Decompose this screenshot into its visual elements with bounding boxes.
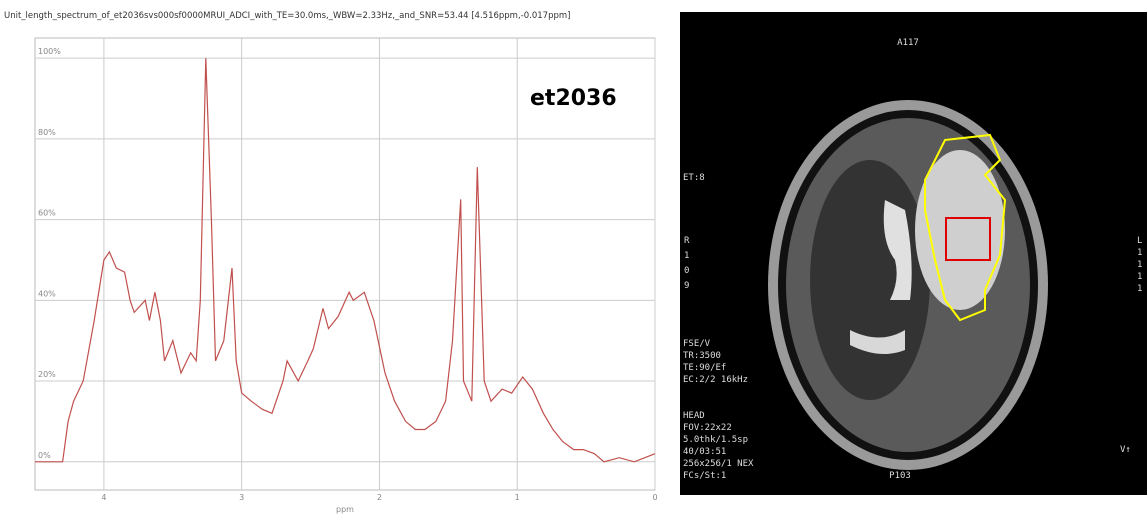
annotation: et2036 [530, 86, 617, 111]
x-tick-label: 3 [239, 493, 244, 502]
y-tick-label: 0% [38, 451, 51, 460]
y-tick-label: 60% [38, 209, 56, 218]
mri-label: V↑ [1120, 445, 1131, 455]
mri-image [680, 12, 1147, 495]
x-tick-label: 0 [652, 493, 657, 502]
y-tick-label: 20% [38, 370, 56, 379]
mri-label: ET:8 [683, 173, 705, 183]
mri-labels: A117 P103 ET:8 R 1 0 9 FSE/V TR:3500 TE:90/Ef EC:2… [683, 38, 1142, 481]
plot-frame [34, 37, 656, 491]
mri-label: 1 [1137, 284, 1142, 294]
mri-label: FCs/St:1 [683, 471, 726, 481]
mri-label: 1 [1137, 260, 1142, 270]
mri-label: 9 [684, 281, 689, 291]
spectrum-line [35, 58, 656, 463]
mri-label: FSE/V [683, 339, 711, 349]
mri-label: A117 [897, 38, 919, 48]
x-tick-label: 4 [101, 493, 106, 502]
mri-label: L [1137, 236, 1142, 246]
mri-label: FOV:22x22 [683, 423, 732, 433]
mri-label: 40/03:51 [683, 447, 726, 457]
mri-label: 256x256/1 NEX [683, 459, 754, 469]
chart-title: Unit_length_spectrum_of_et2036svs000sf00… [4, 11, 570, 21]
x-tick-label: 1 [515, 493, 520, 502]
mri-label: HEAD [683, 411, 705, 421]
x-tick-label: 2 [377, 493, 382, 502]
mri-label: EC:2/2 16kHz [683, 375, 748, 385]
mri-label: 1 [684, 251, 689, 261]
mri-label: 1 [1137, 248, 1142, 258]
x-axis-label: ppm [336, 505, 354, 514]
y-tick-label: 40% [38, 289, 56, 298]
mri-label: 1 [1137, 272, 1142, 282]
mri-label: 0 [684, 266, 689, 276]
mri-label: TR:3500 [683, 351, 721, 361]
mri-label: R [684, 236, 690, 246]
y-tick-label: 80% [38, 128, 56, 137]
mri-label: TE:90/Ef [683, 363, 726, 373]
y-tick-label: 100% [38, 47, 61, 56]
mri-label: P103 [889, 471, 911, 481]
mri-label: 5.0thk/1.5sp [683, 435, 748, 445]
plot-area: 0% 20% 40% 60% 80% 100% 4 3 2 1 0 [35, 38, 658, 502]
